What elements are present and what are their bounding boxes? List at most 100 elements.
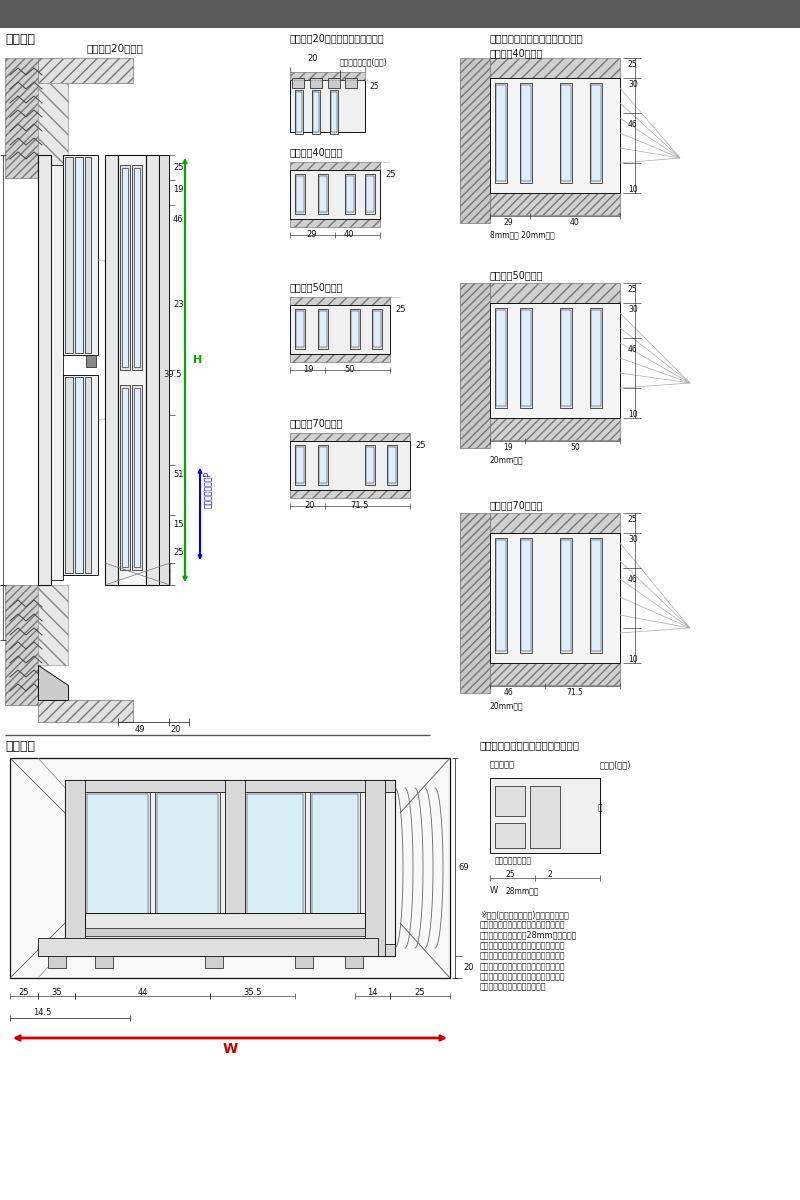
Text: 25: 25 [395,305,406,314]
Text: 35: 35 [51,988,62,997]
Bar [290,72,365,80]
Text: 40: 40 [570,218,580,227]
Bar [345,174,355,214]
Bar [38,700,133,722]
Text: 51: 51 [173,470,183,479]
Bar [157,794,218,942]
Bar [365,445,375,485]
Bar [290,170,380,218]
Bar [296,446,304,482]
Text: 19: 19 [302,365,314,374]
Bar [245,792,305,944]
Bar [85,928,365,936]
Text: 46: 46 [503,688,513,697]
Text: 50: 50 [0,366,1,374]
Bar [290,433,410,440]
Bar [87,794,148,942]
Bar [5,58,40,178]
Bar [387,445,397,485]
Bar [65,780,395,792]
Bar [438,758,450,978]
Text: 20: 20 [463,962,474,972]
Bar [132,385,142,570]
Text: 25: 25 [414,988,426,997]
Bar [590,83,602,182]
Text: ふかし枠70タイプ: ふかし枠70タイプ [290,418,343,428]
Bar [120,385,130,570]
Text: 71.5: 71.5 [350,502,370,510]
Bar [85,913,365,938]
Bar [490,418,620,440]
Bar [85,157,91,353]
Bar [296,92,302,132]
Bar [63,374,98,575]
Bar [495,83,507,182]
Text: W: W [490,886,498,895]
Bar [75,377,83,572]
Text: 面: 面 [598,803,602,812]
Text: 20: 20 [308,54,318,62]
Text: コーナーキャップ: コーナーキャップ [495,856,532,865]
Bar [65,157,73,353]
Text: 28mm以上: 28mm以上 [505,886,538,895]
Bar [328,78,340,88]
Text: 50: 50 [570,443,580,452]
Text: 25: 25 [505,870,515,878]
Bar [490,78,620,193]
Bar [310,792,360,944]
Bar [561,310,571,406]
Bar [521,540,531,650]
Bar [85,377,91,572]
Bar [319,176,327,212]
Bar [295,956,313,968]
Text: 54: 54 [0,607,1,617]
Text: 19: 19 [173,185,183,194]
Bar [351,311,359,347]
Bar [205,956,223,968]
Text: 44: 44 [138,988,148,997]
Bar [225,780,245,956]
Bar [295,445,305,485]
Bar [561,540,571,650]
Bar [105,155,118,584]
Bar [365,780,385,956]
Bar [296,176,304,212]
Bar [134,168,140,367]
Bar [345,78,357,88]
Bar [521,85,531,181]
Bar [290,440,410,490]
Text: 【ふかし枠下部補強部材使用時】: 【ふかし枠下部補強部材使用時】 [490,32,584,43]
Text: 20: 20 [305,502,315,510]
Bar [365,174,375,214]
Bar [318,174,328,214]
Bar [490,302,620,418]
Bar [560,538,572,653]
Bar [10,758,38,978]
Text: ふかし枠50タイプ: ふかし枠50タイプ [290,282,343,292]
Text: 14.5: 14.5 [33,1008,51,1018]
Bar [295,90,303,134]
Text: 20mm以下: 20mm以下 [490,455,524,464]
Text: 2: 2 [548,870,552,878]
Text: 29: 29 [306,230,318,239]
Bar [591,540,601,650]
Text: 25: 25 [628,60,638,68]
Text: H: H [193,355,202,365]
Bar [85,792,150,944]
Text: 40: 40 [344,230,354,239]
Bar [350,308,360,349]
Bar [290,305,390,354]
Bar [590,538,602,653]
Bar [366,446,374,482]
Bar [313,92,319,132]
Text: 46: 46 [628,346,638,354]
Text: ふかし枠40タイプ: ふかし枠40タイプ [290,146,343,157]
Text: 19: 19 [503,443,513,452]
Bar [330,90,338,134]
Bar [159,155,169,584]
Text: 25: 25 [173,163,183,172]
Text: 25: 25 [628,284,638,294]
Text: 39.5: 39.5 [163,370,182,379]
Text: カイ物(別途): カイ物(別途) [600,760,631,769]
Bar [10,758,450,978]
